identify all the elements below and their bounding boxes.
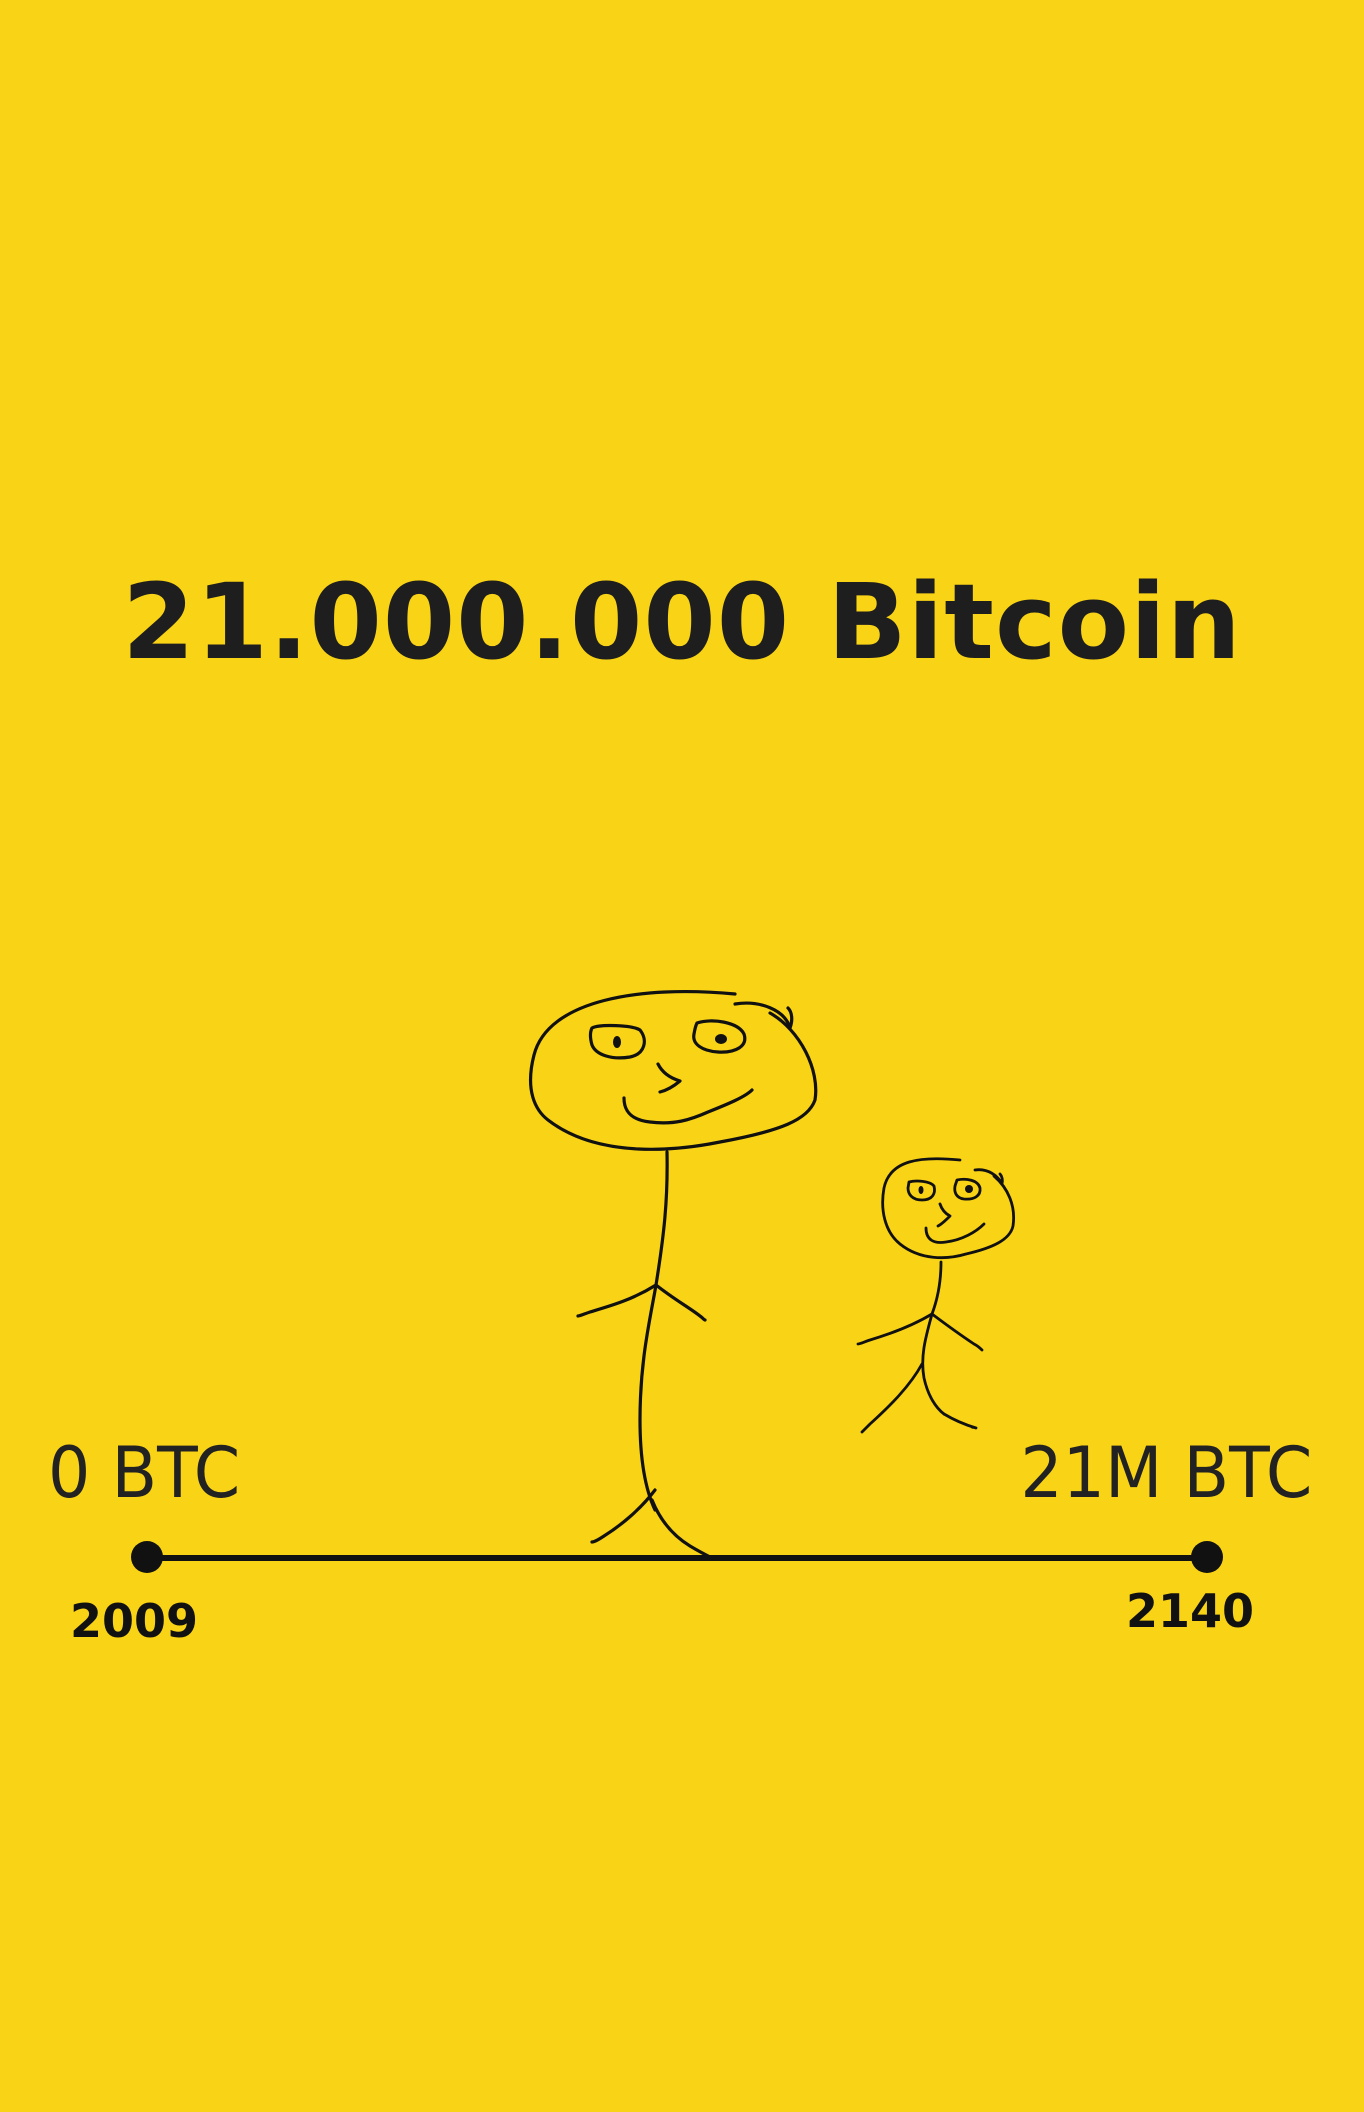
big-left-eye [588,1023,646,1060]
big-left-pupil [613,1036,621,1048]
page-title: 21.000.000 Bitcoin [122,561,1242,683]
small-nose [936,1202,952,1228]
big-torso [638,1150,669,1512]
small-left-pupil [918,1186,924,1194]
big-right-eye [692,1019,747,1054]
small-left-leg [860,1362,924,1434]
big-hair-curl [733,1001,794,1030]
big-head [529,989,818,1151]
timeline-start-dot [131,1541,163,1573]
big-left-leg [590,1488,657,1544]
small-left-arm [856,1312,934,1346]
timeline-end-dot [1191,1541,1223,1573]
small-right-arm [930,1312,984,1352]
big-nose [656,1062,682,1094]
big-right-leg [650,1498,714,1560]
small-right-eye [953,1177,982,1201]
big-right-arm [654,1283,707,1322]
timeline-start-label: 0 BTC [48,1432,241,1514]
small-stick-figure [856,1157,1016,1434]
big-stick-figure [529,989,818,1560]
small-torso [921,1260,946,1416]
timeline-start-year: 2009 [70,1594,199,1648]
small-right-pupil [965,1185,973,1193]
timeline-end-year: 2140 [1125,1584,1254,1638]
timeline-end-label: 21M BTC [1020,1432,1312,1514]
small-smile [924,1222,986,1244]
small-left-eye [906,1179,936,1202]
small-right-leg [942,1412,978,1430]
big-left-arm [576,1283,658,1318]
small-head [881,1157,1016,1260]
big-right-pupil [715,1034,727,1044]
big-smile [622,1088,754,1125]
small-hair-curl [973,1168,1004,1186]
